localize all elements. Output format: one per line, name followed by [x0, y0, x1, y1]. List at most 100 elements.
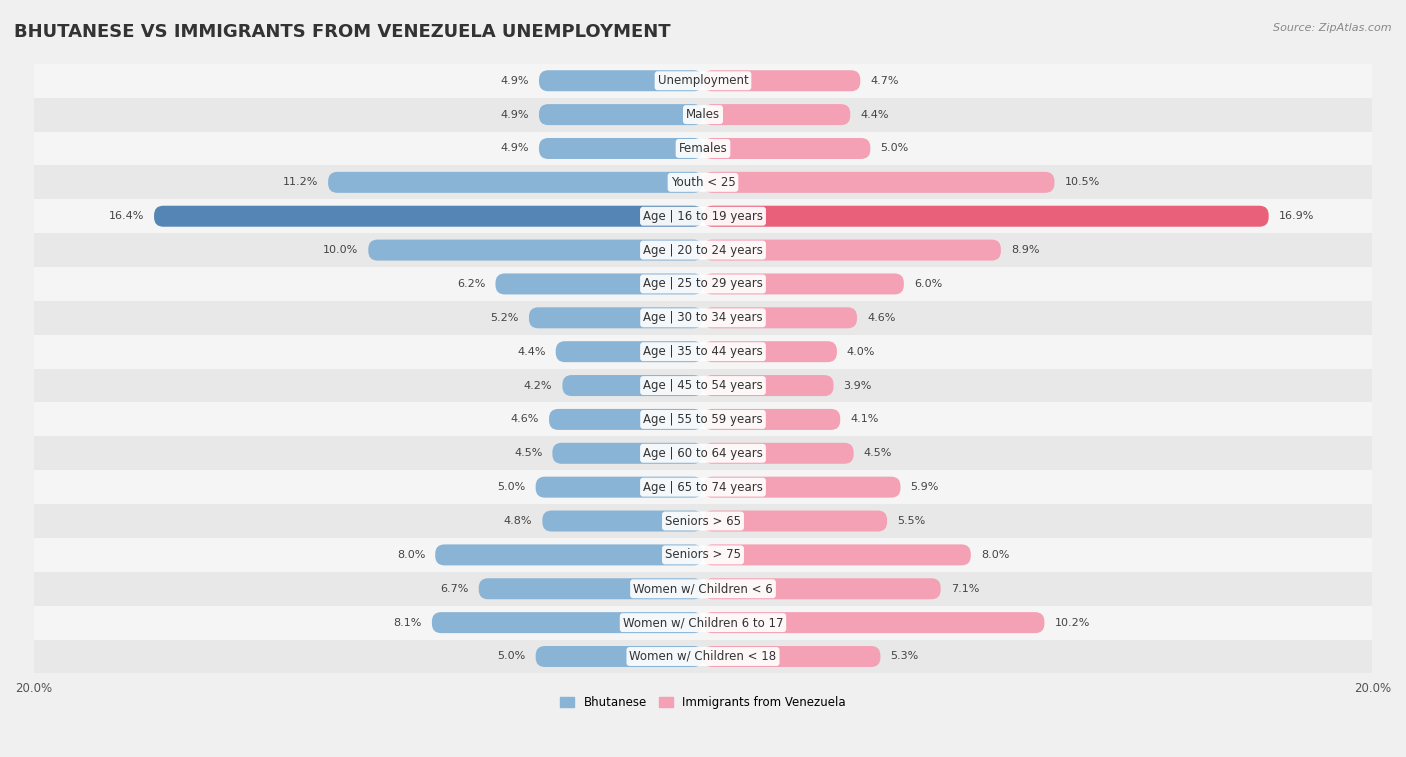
FancyBboxPatch shape	[536, 646, 703, 667]
FancyBboxPatch shape	[703, 104, 851, 125]
FancyBboxPatch shape	[478, 578, 703, 600]
Text: 4.5%: 4.5%	[515, 448, 543, 458]
Text: 5.2%: 5.2%	[491, 313, 519, 322]
Text: 10.2%: 10.2%	[1054, 618, 1090, 628]
Text: Age | 60 to 64 years: Age | 60 to 64 years	[643, 447, 763, 459]
Bar	[34, 369, 1372, 403]
FancyBboxPatch shape	[703, 646, 880, 667]
FancyBboxPatch shape	[703, 206, 1268, 226]
FancyBboxPatch shape	[703, 273, 904, 294]
Text: Females: Females	[679, 142, 727, 155]
Text: 4.1%: 4.1%	[851, 414, 879, 425]
Text: 5.5%: 5.5%	[897, 516, 925, 526]
FancyBboxPatch shape	[703, 443, 853, 464]
FancyBboxPatch shape	[543, 510, 703, 531]
FancyBboxPatch shape	[536, 477, 703, 497]
Bar	[34, 64, 1372, 98]
Text: Women w/ Children 6 to 17: Women w/ Children 6 to 17	[623, 616, 783, 629]
Text: 4.5%: 4.5%	[863, 448, 891, 458]
FancyBboxPatch shape	[529, 307, 703, 329]
FancyBboxPatch shape	[562, 375, 703, 396]
Text: 4.2%: 4.2%	[524, 381, 553, 391]
FancyBboxPatch shape	[436, 544, 703, 565]
Bar	[34, 166, 1372, 199]
Text: Youth < 25: Youth < 25	[671, 176, 735, 188]
FancyBboxPatch shape	[703, 172, 1054, 193]
Text: 5.9%: 5.9%	[911, 482, 939, 492]
Text: 4.4%: 4.4%	[860, 110, 889, 120]
Text: 6.0%: 6.0%	[914, 279, 942, 289]
Text: Age | 55 to 59 years: Age | 55 to 59 years	[643, 413, 763, 426]
FancyBboxPatch shape	[538, 104, 703, 125]
Text: Women w/ Children < 6: Women w/ Children < 6	[633, 582, 773, 595]
Text: 8.0%: 8.0%	[981, 550, 1010, 560]
Text: Age | 35 to 44 years: Age | 35 to 44 years	[643, 345, 763, 358]
Text: Age | 25 to 29 years: Age | 25 to 29 years	[643, 278, 763, 291]
Text: 8.9%: 8.9%	[1011, 245, 1039, 255]
Bar	[34, 335, 1372, 369]
Text: 11.2%: 11.2%	[283, 177, 318, 187]
Text: 16.9%: 16.9%	[1278, 211, 1315, 221]
Bar	[34, 538, 1372, 572]
Legend: Bhutanese, Immigrants from Venezuela: Bhutanese, Immigrants from Venezuela	[555, 692, 851, 714]
Bar	[34, 132, 1372, 166]
FancyBboxPatch shape	[538, 138, 703, 159]
Text: 6.2%: 6.2%	[457, 279, 485, 289]
FancyBboxPatch shape	[703, 239, 1001, 260]
FancyBboxPatch shape	[703, 612, 1045, 633]
Text: Age | 65 to 74 years: Age | 65 to 74 years	[643, 481, 763, 494]
Bar	[34, 199, 1372, 233]
Text: 3.9%: 3.9%	[844, 381, 872, 391]
Bar	[34, 470, 1372, 504]
Text: 4.9%: 4.9%	[501, 76, 529, 86]
Bar	[34, 267, 1372, 301]
Bar	[34, 403, 1372, 436]
Text: 10.0%: 10.0%	[323, 245, 359, 255]
Text: 4.4%: 4.4%	[517, 347, 546, 357]
FancyBboxPatch shape	[703, 375, 834, 396]
Text: Unemployment: Unemployment	[658, 74, 748, 87]
Text: Women w/ Children < 18: Women w/ Children < 18	[630, 650, 776, 663]
Bar	[34, 572, 1372, 606]
FancyBboxPatch shape	[155, 206, 703, 226]
Text: Age | 45 to 54 years: Age | 45 to 54 years	[643, 379, 763, 392]
FancyBboxPatch shape	[703, 409, 841, 430]
Text: BHUTANESE VS IMMIGRANTS FROM VENEZUELA UNEMPLOYMENT: BHUTANESE VS IMMIGRANTS FROM VENEZUELA U…	[14, 23, 671, 41]
Text: Age | 16 to 19 years: Age | 16 to 19 years	[643, 210, 763, 223]
Text: 5.0%: 5.0%	[498, 482, 526, 492]
FancyBboxPatch shape	[555, 341, 703, 362]
Text: 4.9%: 4.9%	[501, 144, 529, 154]
FancyBboxPatch shape	[368, 239, 703, 260]
Text: 8.0%: 8.0%	[396, 550, 425, 560]
Text: 5.0%: 5.0%	[880, 144, 908, 154]
Text: 4.6%: 4.6%	[868, 313, 896, 322]
FancyBboxPatch shape	[703, 544, 970, 565]
FancyBboxPatch shape	[703, 307, 858, 329]
Text: 6.7%: 6.7%	[440, 584, 468, 593]
Text: Age | 20 to 24 years: Age | 20 to 24 years	[643, 244, 763, 257]
Bar	[34, 606, 1372, 640]
Bar	[34, 301, 1372, 335]
Text: 4.0%: 4.0%	[846, 347, 876, 357]
Text: 4.6%: 4.6%	[510, 414, 538, 425]
Text: 8.1%: 8.1%	[394, 618, 422, 628]
FancyBboxPatch shape	[703, 578, 941, 600]
FancyBboxPatch shape	[703, 510, 887, 531]
FancyBboxPatch shape	[703, 477, 900, 497]
Text: Age | 30 to 34 years: Age | 30 to 34 years	[643, 311, 763, 324]
FancyBboxPatch shape	[703, 341, 837, 362]
FancyBboxPatch shape	[703, 70, 860, 92]
Bar	[34, 233, 1372, 267]
FancyBboxPatch shape	[703, 138, 870, 159]
Text: 16.4%: 16.4%	[108, 211, 143, 221]
Bar	[34, 640, 1372, 674]
Text: Seniors > 75: Seniors > 75	[665, 548, 741, 562]
Text: 4.8%: 4.8%	[503, 516, 533, 526]
Text: 5.0%: 5.0%	[498, 652, 526, 662]
FancyBboxPatch shape	[548, 409, 703, 430]
Bar	[34, 504, 1372, 538]
Bar	[34, 98, 1372, 132]
Text: Seniors > 65: Seniors > 65	[665, 515, 741, 528]
Text: 5.3%: 5.3%	[890, 652, 918, 662]
FancyBboxPatch shape	[538, 70, 703, 92]
